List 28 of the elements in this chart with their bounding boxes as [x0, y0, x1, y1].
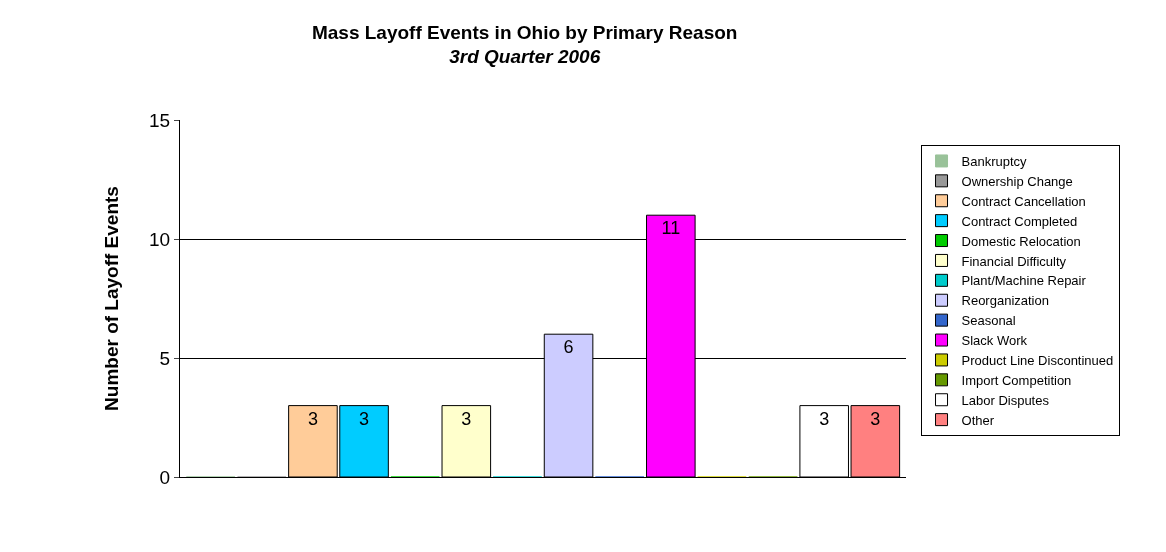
legend-label: Labor Disputes: [961, 392, 1050, 408]
data-label: 6: [563, 337, 574, 358]
legend-label: Domestic Relocation: [961, 233, 1081, 249]
y-tick-label: 10: [149, 228, 171, 250]
data-label: 3: [359, 408, 370, 429]
data-label: 3: [870, 408, 881, 429]
legend-label: Product Line Discontinued: [961, 353, 1114, 369]
legend-label: Slack Work: [961, 333, 1028, 349]
legend-label: Contract Completed: [961, 213, 1078, 229]
legend-label: Other: [961, 412, 995, 428]
y-tick-label: 0: [159, 466, 171, 488]
legend-label: Ownership Change: [961, 173, 1073, 189]
y-axis-title: Number of Layoff Events: [100, 186, 122, 411]
legend-label: Reorganization: [961, 293, 1049, 309]
data-label: 3: [461, 408, 472, 429]
legend-label: Import Competition: [961, 372, 1072, 388]
legend-label: Bankruptcy: [961, 154, 1028, 170]
data-label: 3: [819, 408, 830, 429]
data-label: 3: [307, 408, 318, 429]
chart-subtitle: 3rd Quarter 2006: [449, 46, 601, 68]
y-tick-label: 5: [159, 347, 171, 369]
legend-label: Plant/Machine Repair: [961, 273, 1087, 289]
legend-label: Financial Difficulty: [961, 253, 1067, 269]
chart-title: Mass Layoff Events in Ohio by Primary Reason: [311, 21, 738, 43]
data-label: 11: [661, 218, 681, 239]
y-tick-label: 15: [149, 109, 171, 131]
legend-label: Contract Cancellation: [961, 193, 1086, 209]
legend-label: Seasonal: [961, 313, 1016, 329]
